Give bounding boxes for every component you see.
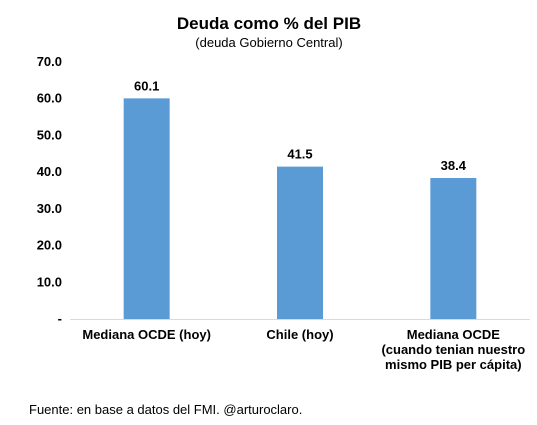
- source-note: Fuente: en base a datos del FMI. @arturo…: [29, 402, 303, 417]
- y-tick-label: 20.0: [37, 238, 62, 253]
- chart-title: Deuda como % del PIB: [177, 14, 361, 33]
- y-tick-label: -: [58, 311, 62, 326]
- y-tick-label: 30.0: [37, 201, 62, 216]
- bar: [277, 166, 323, 319]
- bar: [430, 178, 477, 319]
- data-label: 60.1: [134, 78, 159, 93]
- x-axis: Mediana OCDE (hoy) Chile (hoy) Mediana OCD…: [70, 319, 530, 372]
- category-label: Mediana OCDE (hoy): [82, 327, 211, 342]
- data-label: 38.4: [441, 158, 467, 173]
- y-axis: - 10.0 20.0 30.0 40.0 50.0 60.0 70.0: [37, 54, 62, 326]
- category-label: Chile (hoy): [266, 327, 333, 342]
- y-tick-label: 50.0: [37, 127, 62, 142]
- y-tick-label: 70.0: [37, 54, 62, 69]
- y-tick-label: 10.0: [37, 274, 62, 289]
- y-tick-label: 60.0: [37, 91, 62, 106]
- category-label: (cuando tenian nuestro: [381, 342, 525, 357]
- category-label: mismo PIB per cápita): [385, 357, 522, 372]
- data-label: 41.5: [287, 147, 312, 162]
- y-tick-label: 40.0: [37, 164, 62, 179]
- category-label: Mediana OCDE: [407, 327, 501, 342]
- bar-chart: Deuda como % del PIB (deuda Gobierno Cen…: [37, 14, 530, 372]
- bar: [123, 98, 170, 320]
- bars-group: 60.1 41.5 38.4: [123, 78, 477, 320]
- chart-subtitle: (deuda Gobierno Central): [195, 35, 342, 50]
